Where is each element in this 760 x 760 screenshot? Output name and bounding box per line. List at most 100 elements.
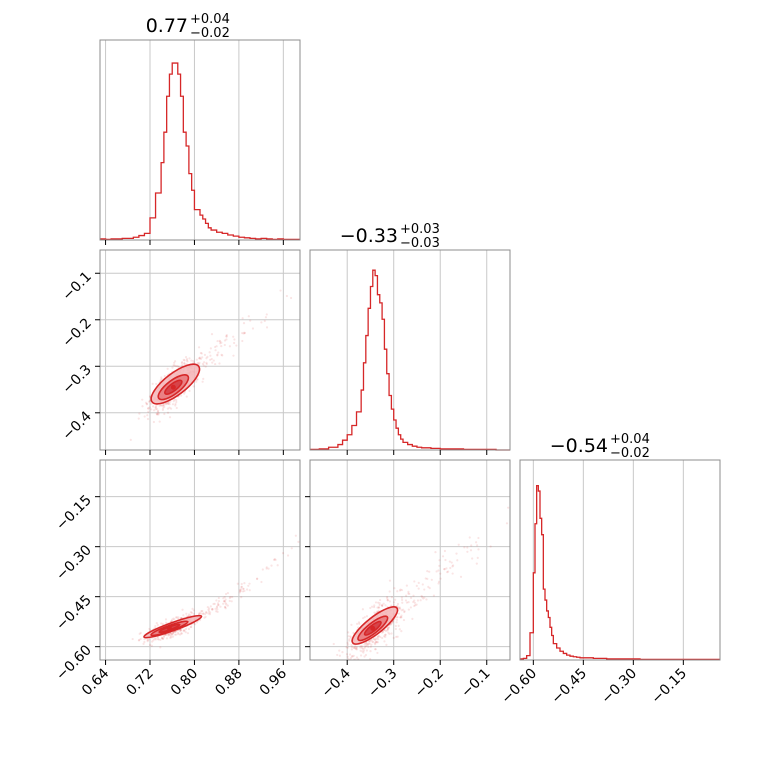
sample-point <box>444 558 447 562</box>
sample-point <box>184 356 188 359</box>
sample-point <box>377 601 380 604</box>
sample-point <box>403 610 406 613</box>
sample-point <box>131 637 134 641</box>
sample-point <box>359 646 362 649</box>
sample-point <box>138 638 141 642</box>
sample-point <box>405 601 409 604</box>
x-tick-label: −0.2 <box>412 666 447 701</box>
sample-point <box>154 638 157 641</box>
sample-point <box>220 353 223 356</box>
sample-point <box>156 412 159 416</box>
sample-point <box>391 621 394 625</box>
sample-point <box>243 331 247 335</box>
sample-point <box>209 605 212 608</box>
sample-point <box>421 583 424 586</box>
sample-point <box>388 632 391 636</box>
scatter-layer <box>332 506 510 667</box>
sample-point <box>188 357 191 360</box>
sample-point <box>150 408 153 411</box>
sample-point <box>348 639 351 642</box>
sample-point <box>240 585 243 588</box>
sample-point <box>355 665 357 667</box>
sample-point <box>170 632 174 636</box>
sample-point <box>414 604 417 607</box>
sample-point <box>137 639 141 642</box>
sample-point <box>197 363 201 366</box>
sample-point <box>386 599 389 602</box>
parameter-title: −0.54 <box>550 435 608 457</box>
sample-point <box>157 413 160 416</box>
sample-point <box>216 602 220 605</box>
sample-point <box>233 341 236 345</box>
sample-point <box>437 582 440 585</box>
sample-point <box>176 631 180 634</box>
x-tick-label: −0.1 <box>458 666 493 701</box>
sample-point <box>374 601 378 604</box>
sample-point <box>365 649 368 652</box>
sample-point <box>211 607 214 611</box>
sample-point <box>226 604 229 607</box>
sample-point <box>201 609 204 613</box>
sample-point <box>387 631 390 634</box>
sample-point <box>173 398 176 401</box>
sample-point <box>279 289 282 292</box>
sample-point <box>412 594 415 597</box>
sample-point <box>217 596 220 600</box>
sample-point <box>361 608 364 611</box>
sample-point <box>214 362 217 366</box>
sample-point <box>214 349 217 352</box>
sample-point <box>415 603 418 606</box>
sample-point <box>368 642 371 645</box>
sample-point <box>222 597 225 600</box>
sample-point <box>165 402 168 405</box>
sample-point <box>345 646 348 649</box>
y-tick-label: −0.3 <box>59 362 94 397</box>
sample-point <box>372 641 375 644</box>
sample-point <box>163 375 166 378</box>
sample-point <box>367 640 371 643</box>
sample-point <box>154 406 157 409</box>
sample-point <box>209 358 212 361</box>
sample-point <box>437 569 440 572</box>
sample-point <box>183 359 186 362</box>
sample-point <box>202 377 205 380</box>
sample-point <box>180 362 184 365</box>
sample-point <box>443 568 446 571</box>
sample-point <box>382 631 385 634</box>
sample-point <box>139 631 142 634</box>
sample-point <box>379 598 382 602</box>
y-tick-label: −0.1 <box>59 269 94 304</box>
x-tick-label: 0.64 <box>79 665 112 698</box>
sample-point <box>396 602 400 606</box>
sample-point <box>201 356 204 359</box>
sample-point <box>146 639 149 642</box>
sample-point <box>190 611 193 614</box>
sample-point <box>369 657 372 660</box>
sample-point <box>413 604 416 608</box>
sample-point <box>156 637 159 641</box>
sample-point <box>168 401 171 404</box>
sample-point <box>421 596 424 599</box>
sample-point <box>152 409 156 412</box>
sample-point <box>383 635 386 638</box>
axes-frame <box>99 459 301 661</box>
sample-point <box>400 616 403 619</box>
sample-point <box>350 648 353 651</box>
sample-point <box>363 647 366 650</box>
x-tick-label: 0.72 <box>123 666 156 699</box>
sample-point <box>157 638 160 641</box>
sample-point <box>372 638 375 641</box>
sample-point <box>398 628 401 631</box>
sample-point <box>245 588 249 591</box>
sample-point <box>182 358 185 361</box>
sample-point <box>205 362 208 366</box>
sample-point <box>162 404 166 407</box>
sample-point <box>477 548 480 551</box>
sample-point <box>400 609 403 612</box>
sample-point <box>413 580 416 583</box>
sample-point <box>413 601 417 604</box>
sample-point <box>392 601 396 604</box>
sample-point <box>214 607 217 610</box>
sample-point <box>216 608 219 611</box>
histogram-panel-0: 0.77 +0.04−0.02 <box>99 12 301 245</box>
